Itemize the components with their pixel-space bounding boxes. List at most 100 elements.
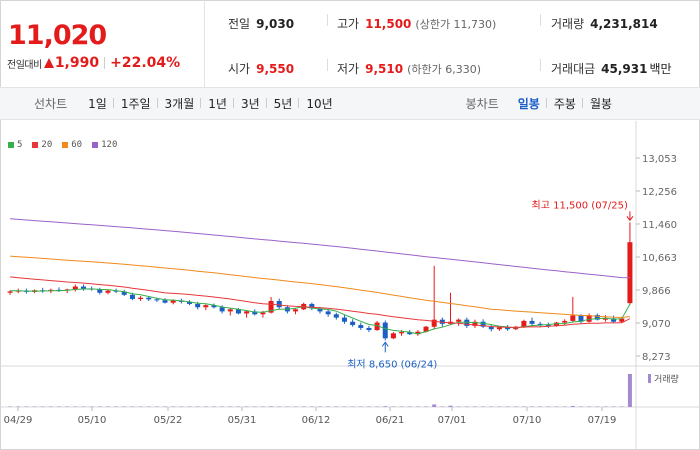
volume-bar xyxy=(350,406,355,407)
candle-weekly[interactable]: 주봉 xyxy=(545,95,583,112)
candle-body xyxy=(431,319,437,327)
candle-body xyxy=(496,327,502,330)
high-annotation: 최고 11,500 (07/25) xyxy=(532,199,628,211)
volume-bar xyxy=(73,406,78,407)
y-tick-label: 13,053 xyxy=(642,154,677,165)
volume-bar xyxy=(195,406,200,407)
volume-bar xyxy=(252,406,257,407)
current-price: 11,020 xyxy=(8,20,107,51)
change-value: 1,990 xyxy=(54,55,100,71)
volume-bar xyxy=(228,406,233,407)
period-1y[interactable]: 1년 xyxy=(200,95,234,112)
candle-body xyxy=(105,290,111,293)
low-annotation: 최저 8,650 (06/24) xyxy=(347,358,437,370)
volume-bar xyxy=(538,406,543,407)
volume-bar xyxy=(260,406,265,407)
candle-body xyxy=(570,315,576,321)
candle-body xyxy=(358,325,364,328)
quote-summary: 11,020 전일대비 1,990 +22.04% 전일 9,030 고가 11… xyxy=(0,0,700,88)
volume-bar xyxy=(587,406,592,407)
x-tick-label: 06/21 xyxy=(376,415,405,426)
legend-ma5: 5 xyxy=(8,140,22,150)
candle-body xyxy=(627,242,633,304)
candle-body xyxy=(472,321,478,326)
x-tick-label: 07/01 xyxy=(438,415,467,426)
volume-bar xyxy=(530,406,535,407)
volume-bar xyxy=(366,406,371,407)
candle-body xyxy=(488,326,494,330)
volume-bar xyxy=(293,406,298,407)
candle-body xyxy=(382,322,388,339)
volume-legend-label: 거래량 xyxy=(654,373,679,385)
period-3m[interactable]: 3개월 xyxy=(156,95,202,112)
volume-bar xyxy=(8,406,13,407)
change-row: 전일대비 1,990 +22.04% xyxy=(7,55,180,71)
volume-bar xyxy=(203,406,208,407)
volume-bar xyxy=(521,406,526,407)
period-10y[interactable]: 10년 xyxy=(298,95,339,112)
candle-body xyxy=(611,318,617,322)
volume-bar xyxy=(211,406,216,407)
stat-value: 9,030 xyxy=(256,17,295,31)
candle-body xyxy=(113,290,119,292)
candle-body xyxy=(129,294,135,299)
candle-body xyxy=(480,321,486,327)
candle-body xyxy=(187,301,193,304)
candle-body xyxy=(146,297,152,300)
volume-bar xyxy=(24,406,29,407)
lower-limit: (하한가 6,330) xyxy=(407,63,481,76)
volume-bar xyxy=(595,406,600,407)
candle-body xyxy=(203,305,209,308)
period-5y[interactable]: 5년 xyxy=(265,95,300,112)
volume-legend-swatch xyxy=(648,374,651,383)
period-1w[interactable]: 1주일 xyxy=(112,95,158,112)
volume-bar xyxy=(32,406,37,407)
volume-bar xyxy=(309,406,314,407)
candle-body xyxy=(366,327,372,331)
candle-body xyxy=(562,320,568,323)
candle-body xyxy=(415,331,421,335)
volume-bar xyxy=(358,406,363,407)
volume-bar xyxy=(489,406,494,407)
candle-body xyxy=(162,300,168,303)
y-tick-label: 12,256 xyxy=(642,187,677,198)
volume-bar xyxy=(481,406,486,407)
volume-bar xyxy=(146,406,151,407)
candle-body xyxy=(317,308,323,312)
volume-bar xyxy=(105,406,110,407)
candle-body xyxy=(260,312,266,315)
period-1d[interactable]: 1일 xyxy=(88,97,107,111)
candle-body xyxy=(154,299,160,301)
candle-body xyxy=(309,303,315,309)
candle-body xyxy=(578,315,584,322)
candle-monthly[interactable]: 월봉 xyxy=(581,95,619,112)
stat-open: 시가 9,550 xyxy=(228,60,294,77)
candle-daily[interactable]: 일봉 xyxy=(517,97,540,111)
volume-bar xyxy=(424,406,429,407)
volume-bar xyxy=(448,405,453,407)
candle-body xyxy=(7,291,13,293)
volume-bar xyxy=(391,406,396,407)
volume-bar xyxy=(497,406,502,407)
divider xyxy=(327,59,328,71)
volume-bar xyxy=(334,406,339,407)
volume-bar xyxy=(611,406,616,407)
candle-body xyxy=(554,322,560,326)
volume-bar xyxy=(546,406,551,407)
divider xyxy=(327,14,328,26)
candle-body xyxy=(537,323,543,326)
volume-bar xyxy=(65,406,70,407)
x-tick-label: 07/10 xyxy=(513,415,542,426)
volume-bar xyxy=(326,406,331,407)
candle-body xyxy=(464,319,470,326)
candle-body xyxy=(586,315,592,322)
volume-bar xyxy=(269,406,274,407)
x-tick-label: 07/19 xyxy=(588,415,617,426)
candle-body xyxy=(399,332,405,334)
stat-prev: 전일 9,030 xyxy=(228,15,294,32)
volume-bar xyxy=(16,406,21,407)
period-3y[interactable]: 3년 xyxy=(232,95,267,112)
volume-bar xyxy=(383,406,388,407)
legend-ma20: 20 xyxy=(32,140,52,150)
x-tick-label: 04/29 xyxy=(4,415,33,426)
